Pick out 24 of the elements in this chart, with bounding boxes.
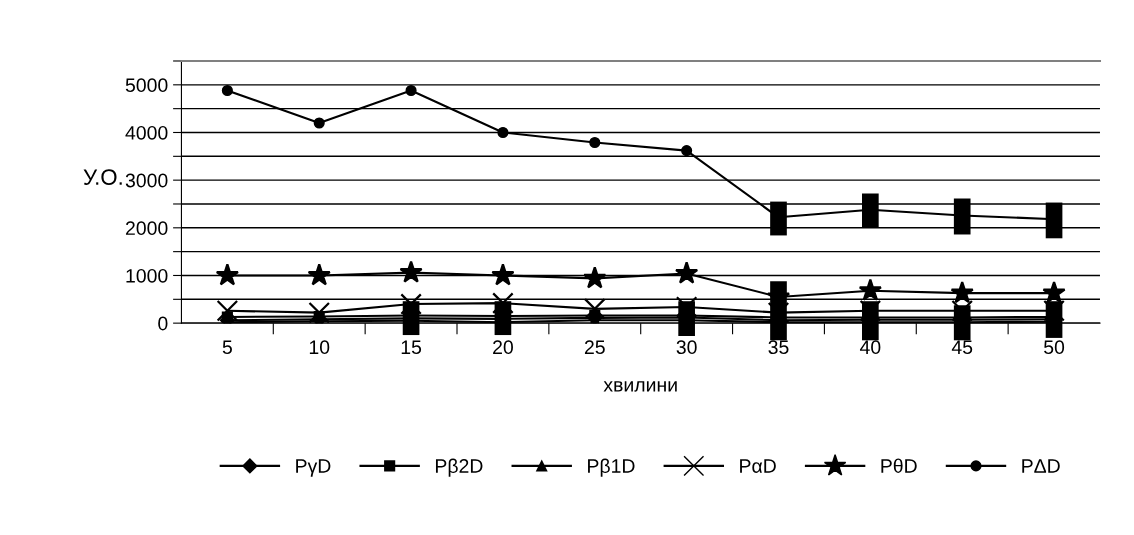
- y-tick-label: 2000: [125, 221, 168, 236]
- x-tick-label: 10: [309, 340, 330, 355]
- x-tick-label: 20: [493, 340, 513, 355]
- legend-label: Pβ1D: [588, 458, 635, 477]
- x-tick-label: 35: [768, 340, 789, 355]
- legend-label: PγD: [296, 459, 331, 477]
- legend-label: PαD: [740, 459, 776, 473]
- x-tick-label: 5: [222, 340, 232, 355]
- x-tick-label: 45: [951, 340, 973, 355]
- y-tick-label: 3000: [125, 173, 168, 188]
- x-tick-label: 25: [584, 340, 605, 355]
- x-tick-label: 30: [676, 340, 697, 355]
- y-tick-label: 4000: [125, 125, 168, 140]
- x-tick-label: 15: [401, 340, 422, 355]
- x-axis-title: хвилини: [603, 381, 677, 392]
- legend-label: PθD: [881, 458, 917, 473]
- y-tick-label: 0: [158, 316, 168, 331]
- y-tick-label: 5000: [125, 78, 168, 93]
- x-tick-label: 50: [1044, 340, 1065, 355]
- legend-label: Pβ2D: [435, 458, 483, 477]
- y-tick-label: 1000: [126, 268, 168, 283]
- legend-label: PΔD: [1022, 459, 1060, 473]
- x-tick-label: 40: [859, 340, 881, 355]
- y-axis-title: У.О.: [83, 169, 122, 185]
